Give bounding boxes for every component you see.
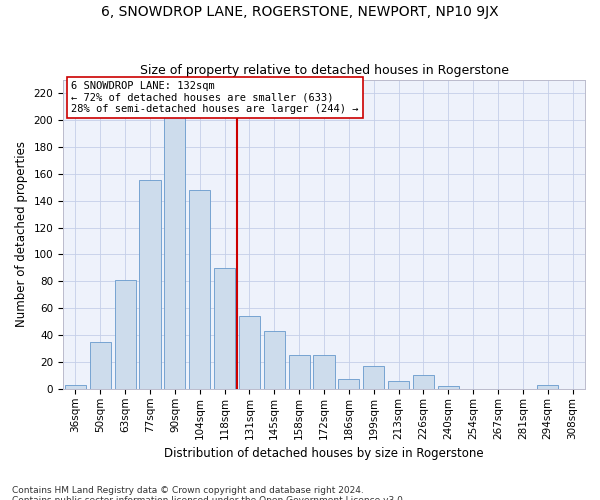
Bar bbox=[413, 376, 434, 389]
Y-axis label: Number of detached properties: Number of detached properties bbox=[15, 141, 28, 327]
Text: Contains public sector information licensed under the Open Government Licence v3: Contains public sector information licen… bbox=[12, 496, 406, 500]
Text: Contains HM Land Registry data © Crown copyright and database right 2024.: Contains HM Land Registry data © Crown c… bbox=[12, 486, 364, 495]
Bar bbox=[388, 381, 409, 389]
Bar bbox=[214, 268, 235, 389]
Bar bbox=[189, 190, 210, 389]
Bar bbox=[537, 385, 558, 389]
Bar bbox=[65, 385, 86, 389]
X-axis label: Distribution of detached houses by size in Rogerstone: Distribution of detached houses by size … bbox=[164, 447, 484, 460]
Bar bbox=[239, 316, 260, 389]
Bar bbox=[164, 117, 185, 389]
Bar bbox=[264, 331, 285, 389]
Bar bbox=[139, 180, 161, 389]
Bar bbox=[313, 356, 335, 389]
Title: Size of property relative to detached houses in Rogerstone: Size of property relative to detached ho… bbox=[140, 64, 509, 77]
Bar bbox=[90, 342, 111, 389]
Text: 6, SNOWDROP LANE, ROGERSTONE, NEWPORT, NP10 9JX: 6, SNOWDROP LANE, ROGERSTONE, NEWPORT, N… bbox=[101, 5, 499, 19]
Bar bbox=[363, 366, 384, 389]
Bar bbox=[338, 380, 359, 389]
Text: 6 SNOWDROP LANE: 132sqm
← 72% of detached houses are smaller (633)
28% of semi-d: 6 SNOWDROP LANE: 132sqm ← 72% of detache… bbox=[71, 81, 358, 114]
Bar bbox=[115, 280, 136, 389]
Bar bbox=[289, 356, 310, 389]
Bar bbox=[438, 386, 459, 389]
